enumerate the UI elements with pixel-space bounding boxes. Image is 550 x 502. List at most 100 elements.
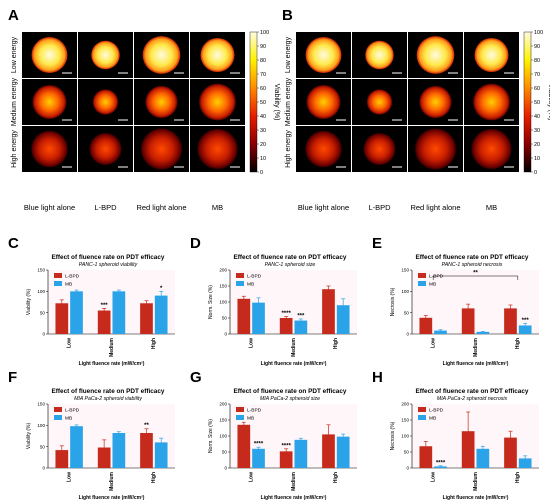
spheroid	[416, 36, 455, 74]
row-label: High energy	[285, 130, 292, 168]
bar-l-bpd	[55, 450, 69, 468]
y-tick-label: 0	[406, 466, 409, 471]
legend-swatch	[236, 281, 244, 286]
plot-area	[48, 404, 175, 468]
chart-title: Effect of fluence rate on PDT efficacy	[52, 388, 165, 395]
bar-mb	[154, 295, 168, 334]
spheroid	[471, 128, 512, 170]
colorbar-tick-label: 100	[260, 30, 269, 36]
bar-l-bpd	[97, 310, 111, 334]
y-tick-label: 50	[222, 450, 228, 455]
chart-e: Effect of fluence rate on PDT efficacyPA…	[390, 254, 539, 367]
y-tick-label: 200	[219, 268, 227, 273]
bar-mb	[518, 458, 532, 468]
chart-subtitle: PANC-1 spheroid necrosis	[442, 262, 503, 268]
category-label: Medium	[109, 471, 115, 490]
legend-label: L-BPD	[247, 407, 262, 413]
significance-label: ***	[101, 303, 109, 309]
legend-swatch	[236, 273, 244, 278]
spheroid	[365, 40, 394, 70]
chart-subtitle: MIA PaCa-2 spheroid necrosis	[437, 396, 508, 402]
column-label: Blue light alone	[24, 203, 75, 212]
y-tick-label: 150	[401, 418, 409, 423]
y-tick-label: 200	[401, 402, 409, 407]
colorbar-tick-label: 40	[260, 114, 266, 120]
bar-l-bpd	[322, 289, 335, 334]
x-axis-label: Light fluence rate (mW/cm²)	[79, 361, 145, 367]
y-tick-label: 0	[224, 332, 227, 337]
chart-subtitle: PANC-1 spheroid size	[265, 262, 316, 268]
legend-label: L-BPD	[429, 273, 444, 279]
panel-label-g: G	[190, 369, 202, 386]
spheroid	[31, 130, 68, 168]
significance-label: ****	[254, 442, 264, 448]
chart-title: Effect of fluence rate on PDT efficacy	[416, 254, 529, 261]
colorbar-tick-label: 0	[260, 170, 263, 176]
row-label: Low energy	[285, 36, 292, 73]
category-label: High	[151, 338, 157, 349]
y-tick-label: 0	[42, 466, 45, 471]
chart-subtitle: PANC-1 spheroid viability	[79, 262, 138, 268]
column-label: Blue light alone	[298, 203, 349, 212]
category-label: Medium	[291, 337, 297, 356]
legend-label: MB	[65, 415, 72, 421]
bar-mb	[154, 442, 168, 468]
category-label: Medium	[109, 337, 115, 356]
legend-label: MB	[429, 281, 436, 287]
panel-label-a: A	[8, 7, 19, 24]
x-axis-label: Light fluence rate (mW/cm²)	[443, 361, 509, 367]
column-label: Red light alone	[136, 203, 186, 212]
legend-label: L-BPD	[65, 407, 80, 413]
colorbar-tick-label: 50	[534, 100, 540, 106]
bar-l-bpd	[322, 434, 335, 468]
y-tick-label: 150	[401, 268, 409, 273]
bar-mb	[70, 426, 83, 468]
significance-label: ****	[281, 443, 291, 449]
spheroid	[305, 130, 342, 168]
spheroid	[31, 37, 68, 73]
spheroid	[197, 128, 238, 170]
category-label: Low	[430, 338, 436, 348]
row-label: Low energy	[11, 36, 18, 73]
chart-title: Effect of fluence rate on PDT efficacy	[234, 388, 347, 395]
spheroid	[414, 128, 457, 170]
significance-label: **	[144, 423, 149, 429]
bar-l-bpd	[279, 318, 293, 334]
bar-mb	[434, 330, 447, 334]
spheroid	[142, 36, 181, 74]
bar-charts: Effect of fluence rate on PDT efficacyPA…	[26, 254, 539, 501]
colorbar-tick-label: 60	[534, 86, 540, 92]
spheroid	[92, 89, 119, 115]
spheroid	[199, 83, 236, 121]
y-tick-label: 50	[40, 444, 46, 449]
category-label: Low	[430, 472, 436, 482]
spheroid	[91, 40, 120, 70]
plot-area	[48, 270, 175, 334]
x-axis-label: Light fluence rate (mW/cm²)	[443, 495, 509, 501]
significance-bracket	[432, 275, 519, 280]
image-grid-a: Low energy Medium energy High energy Blue l…	[11, 30, 280, 212]
significance-label: **	[473, 271, 478, 277]
y-tick-label: 0	[42, 332, 45, 337]
bar-mb	[518, 325, 532, 334]
category-label: High	[515, 472, 521, 483]
y-tick-label: 50	[404, 310, 410, 315]
bar-mb	[294, 320, 308, 334]
chart-subtitle: MIA PaCa-2 spheroid size	[260, 396, 320, 402]
category-label: Low	[248, 472, 254, 482]
bar-l-bpd	[504, 308, 517, 334]
colorbar-tick-label: 90	[260, 44, 266, 50]
bar-mb	[70, 291, 83, 334]
legend-swatch	[418, 273, 426, 278]
row-label: High energy	[11, 130, 18, 168]
category-label: Medium	[473, 471, 479, 490]
plot-area	[230, 404, 357, 468]
category-label: High	[515, 338, 521, 349]
bar-mb	[476, 448, 490, 468]
category-label: High	[151, 472, 157, 483]
y-tick-label: 100	[219, 434, 227, 439]
legend-swatch	[54, 273, 62, 278]
y-tick-label: 50	[404, 450, 410, 455]
spheroid	[32, 84, 67, 120]
bar-l-bpd	[461, 308, 475, 334]
